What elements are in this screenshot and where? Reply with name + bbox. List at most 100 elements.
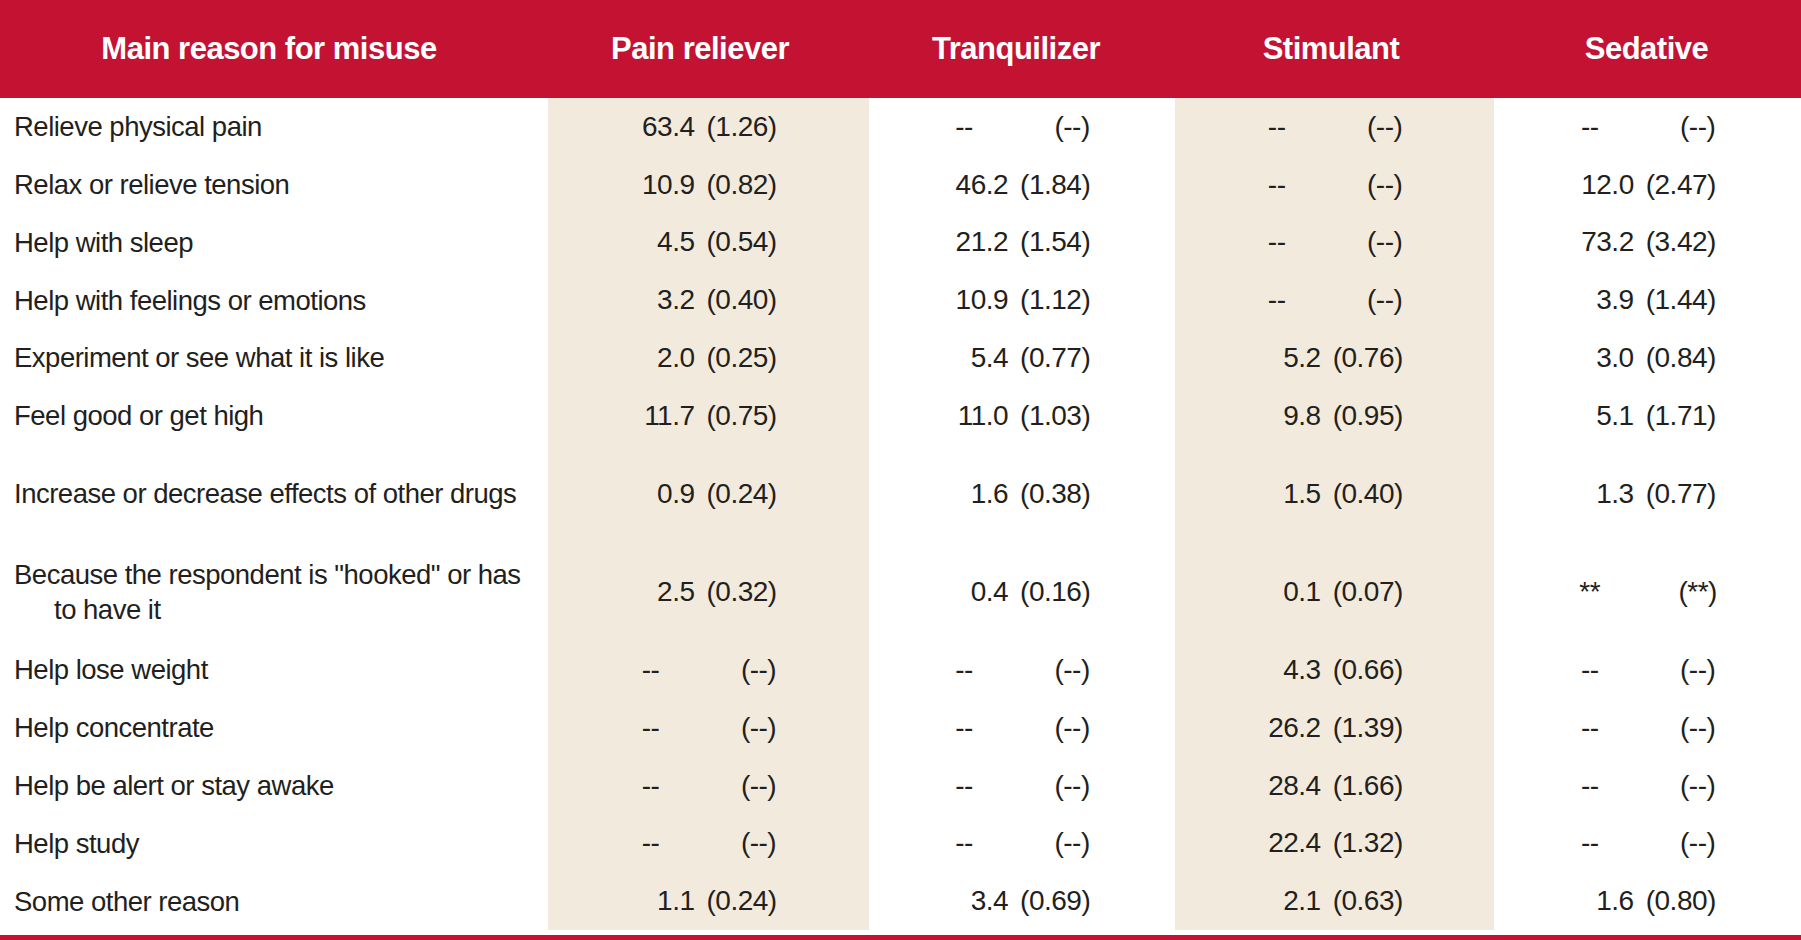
cell-pain-reliever: 0.9(0.24) — [548, 445, 869, 543]
value: 22.4 — [1243, 827, 1321, 859]
cell-stimulant: 1.5(0.40) — [1175, 445, 1495, 543]
cell-sedative: --(--) — [1494, 699, 1801, 757]
value: 10.9 — [617, 169, 695, 201]
bottom-border-bar — [0, 935, 1801, 940]
row-label: Help concentrate — [14, 710, 214, 745]
value: 21.2 — [930, 226, 1008, 258]
cell-pain-reliever: 63.4 (1.26) — [548, 98, 869, 156]
column-header-stimulant: Stimulant — [1170, 31, 1492, 67]
row-label-cell: Help with feelings or emotions — [0, 271, 548, 329]
cell-pain-reliever: 2.0(0.25) — [548, 329, 869, 387]
cell-stimulant: 2.1 (0.63) — [1175, 872, 1495, 930]
cell-tranquilizer: 3.4(0.69) — [869, 872, 1175, 930]
cell-sedative: 5.1(1.71) — [1494, 387, 1801, 445]
value: 73.2 — [1556, 226, 1634, 258]
cell-stimulant: 5.2(0.76) — [1175, 329, 1495, 387]
cell-tranquilizer: 0.4(0.16) — [869, 543, 1175, 641]
value: 10.9 — [930, 284, 1008, 316]
standard-error: (--) — [1025, 654, 1119, 686]
standard-error: (--) — [1025, 827, 1119, 859]
cell-sedative: **(**) — [1494, 543, 1801, 641]
value: -- — [1551, 770, 1639, 802]
value: -- — [612, 654, 700, 686]
standard-error: (0.40) — [707, 284, 801, 316]
value: -- — [1238, 284, 1326, 316]
value: 4.5 — [617, 226, 695, 258]
standard-error: (--) — [1025, 770, 1119, 802]
cell-sedative: --(--) — [1494, 641, 1801, 699]
table-row-help-with-sleep: Help with sleep 4.5(0.54) 21.2(1.54) --(… — [0, 214, 1801, 272]
standard-error: (1.66) — [1333, 770, 1427, 802]
value: 3.2 — [617, 284, 695, 316]
value: 63.4 — [617, 111, 695, 143]
row-label-cell: Help be alert or stay awake — [0, 757, 548, 815]
standard-error: (0.32) — [707, 576, 801, 608]
cell-pain-reliever: 4.5(0.54) — [548, 214, 869, 272]
value: 26.2 — [1243, 712, 1321, 744]
table-row-help-concentrate: Help concentrate --(--) --(--) 26.2(1.39… — [0, 699, 1801, 757]
cell-stimulant: 9.8(0.95) — [1175, 387, 1495, 445]
value: 1.6 — [930, 478, 1008, 510]
row-label-cell: Help concentrate — [0, 699, 548, 757]
standard-error: (--) — [1651, 827, 1745, 859]
row-label: Experiment or see what it is like — [14, 340, 384, 375]
standard-error: (--) — [1338, 169, 1432, 201]
standard-error: (--) — [712, 827, 806, 859]
row-label-cell: Experiment or see what it is like — [0, 329, 548, 387]
value: -- — [1238, 169, 1326, 201]
cell-stimulant: 22.4(1.32) — [1175, 814, 1495, 872]
row-label-cell: Help lose weight — [0, 641, 548, 699]
cell-sedative: --(--) — [1494, 98, 1801, 156]
standard-error: (1.54) — [1020, 226, 1114, 258]
cell-tranquilizer: --(--) — [869, 641, 1175, 699]
value: -- — [1551, 654, 1639, 686]
value: 5.1 — [1556, 400, 1634, 432]
standard-error: (0.66) — [1333, 654, 1427, 686]
standard-error: (1.26) — [707, 111, 801, 143]
value: 2.1 — [1243, 885, 1321, 917]
value: 28.4 — [1243, 770, 1321, 802]
row-label-cell: Some other reason — [0, 872, 548, 930]
column-header-main-reason: Main reason for misuse — [0, 31, 538, 67]
row-label: Because the respondent is "hooked" or ha… — [14, 557, 536, 627]
standard-error: (0.38) — [1020, 478, 1114, 510]
value: -- — [1238, 111, 1326, 143]
value: 1.3 — [1556, 478, 1634, 510]
cell-pain-reliever: 2.5(0.32) — [548, 543, 869, 641]
table-row-feel-good-or-get-high: Feel good or get high 11.7(0.75) 11.0(1.… — [0, 387, 1801, 445]
table-header-row: Main reason for misuse Pain reliever Tra… — [0, 0, 1801, 98]
standard-error: (--) — [1651, 770, 1745, 802]
cell-pain-reliever: 1.1(0.24) — [548, 872, 869, 930]
standard-error: (0.84) — [1646, 342, 1740, 374]
standard-error: (0.77) — [1020, 342, 1114, 374]
standard-error: (--) — [712, 712, 806, 744]
table-row-help-be-alert: Help be alert or stay awake --(--) --(--… — [0, 757, 1801, 815]
standard-error: (--) — [1651, 111, 1745, 143]
cell-tranquilizer: 21.2 (1.54) — [869, 214, 1175, 272]
value: 0.1 — [1243, 576, 1321, 608]
standard-error: (0.75) — [707, 400, 801, 432]
row-label: Increase or decrease effects of other dr… — [14, 476, 516, 511]
value: 46.2 — [930, 169, 1008, 201]
standard-error: (1.39) — [1333, 712, 1427, 744]
standard-error: (0.63) — [1333, 885, 1427, 917]
standard-error: (0.24) — [707, 478, 801, 510]
value: -- — [612, 827, 700, 859]
standard-error: (--) — [1651, 712, 1745, 744]
standard-error: (1.84) — [1020, 169, 1114, 201]
cell-pain-reliever: -- (--) — [548, 814, 869, 872]
cell-tranquilizer: --(--) — [869, 699, 1175, 757]
cell-sedative: --(--) — [1494, 814, 1801, 872]
standard-error: (**) — [1651, 576, 1745, 608]
standard-error: (--) — [712, 654, 806, 686]
cell-sedative: 12.0(2.47) — [1494, 156, 1801, 214]
cell-sedative: 3.9(1.44) — [1494, 271, 1801, 329]
row-label-cell: Help with sleep — [0, 214, 548, 272]
standard-error: (0.80) — [1646, 885, 1740, 917]
value: 4.3 — [1243, 654, 1321, 686]
row-label-cell: Increase or decrease effects of other dr… — [0, 445, 548, 543]
cell-sedative: 3.0(0.84) — [1494, 329, 1801, 387]
value: 11.7 — [617, 400, 695, 432]
table-row-help-study: Help study --(--) --(--) 22.4(1.32) --(-… — [0, 814, 1801, 872]
value: -- — [612, 712, 700, 744]
